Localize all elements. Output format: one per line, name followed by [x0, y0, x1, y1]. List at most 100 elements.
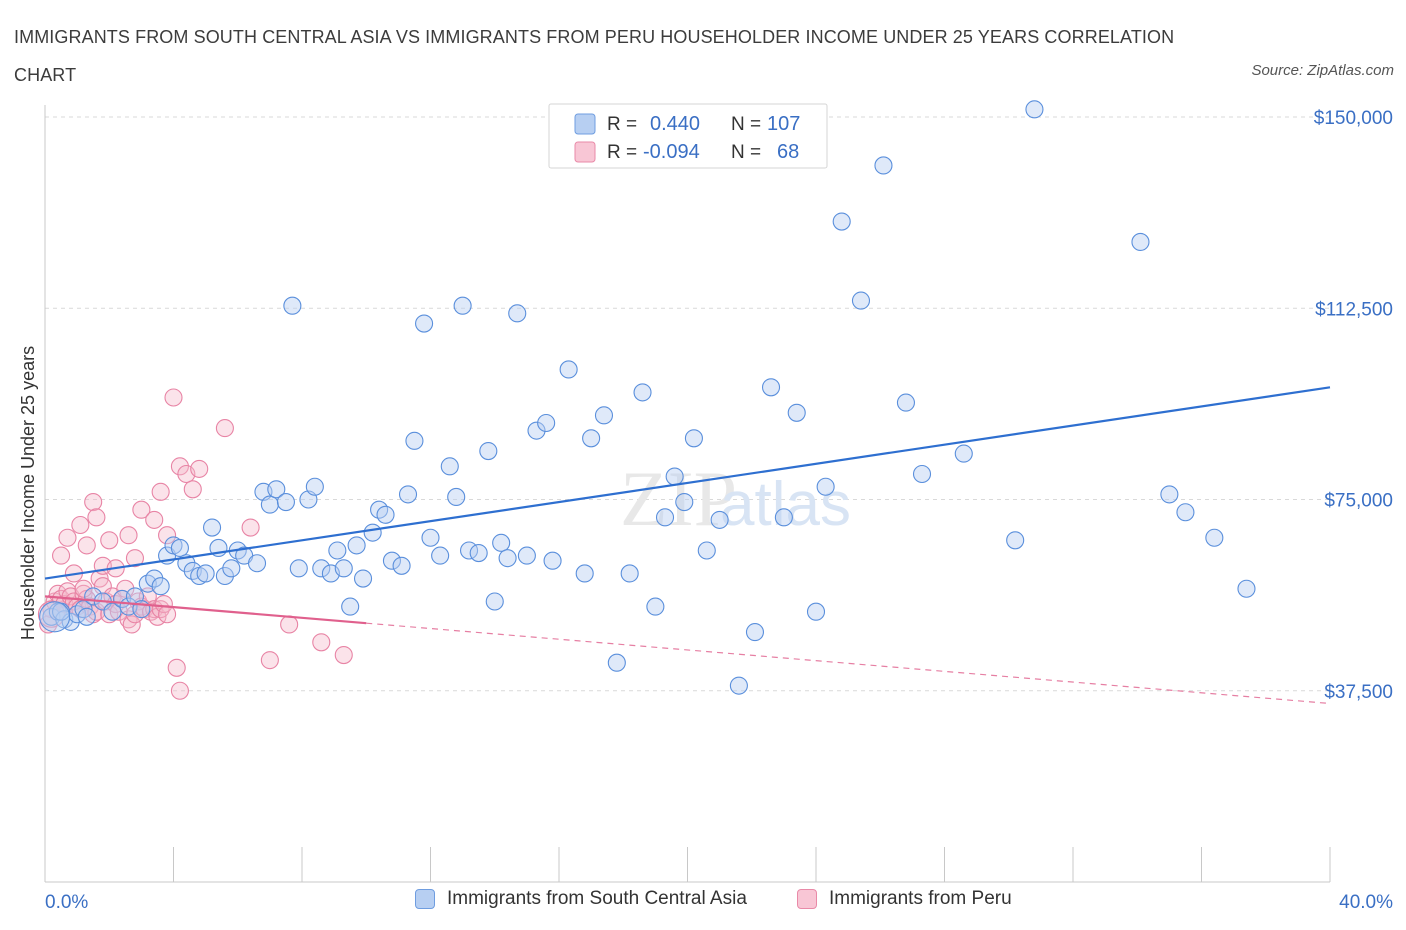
legend-box: R = 0.440 N = 107 R = -0.094 N = 68 — [548, 103, 828, 169]
point-peru — [77, 536, 96, 555]
point-south-central-asia — [1006, 531, 1025, 550]
legend-item-peru: Immigrants from Peru — [797, 888, 1012, 910]
source-label: Source: ZipAtlas.com — [1251, 62, 1394, 79]
trend-lines — [44, 386, 1331, 705]
trend-line-peru — [44, 595, 367, 625]
y-axis-label: Householder Income Under 25 years — [18, 346, 38, 640]
point-south-central-asia — [392, 556, 411, 575]
point-south-central-asia — [851, 291, 871, 310]
point-peru — [125, 549, 144, 568]
point-south-central-asia — [492, 533, 511, 552]
point-south-central-asia — [415, 314, 434, 333]
point-peru — [215, 419, 234, 438]
point-south-central-asia — [1131, 232, 1150, 251]
point-south-central-asia — [633, 383, 652, 402]
point-south-central-asia — [806, 602, 826, 621]
point-peru — [260, 651, 279, 670]
point-south-central-asia — [453, 296, 472, 315]
point-peru — [183, 480, 202, 499]
point-peru — [87, 508, 106, 527]
point-south-central-asia — [440, 457, 459, 476]
point-south-central-asia — [485, 592, 504, 611]
point-south-central-asia — [508, 304, 527, 323]
point-south-central-asia — [405, 431, 424, 450]
point-south-central-asia — [537, 413, 556, 433]
point-south-central-asia — [421, 528, 440, 547]
point-south-central-asia — [247, 554, 267, 573]
peru-points — [37, 388, 353, 700]
point-peru — [116, 579, 135, 598]
point-south-central-asia — [305, 477, 324, 496]
point-peru — [52, 546, 71, 565]
legend-swatch-blue — [574, 113, 596, 135]
x-tick-label-max: 40.0% — [1339, 892, 1393, 913]
point-south-central-asia — [145, 569, 164, 588]
point-peru — [190, 459, 209, 478]
point-south-central-asia — [39, 601, 71, 633]
point-south-central-asia — [816, 477, 835, 496]
point-south-central-asia — [655, 508, 675, 527]
point-south-central-asia — [543, 551, 562, 570]
y-tick-label: $112,500 — [1315, 299, 1393, 320]
point-south-central-asia — [431, 546, 450, 565]
point-south-central-asia — [665, 467, 684, 486]
legend-n-value-pink: 68 — [777, 141, 799, 163]
point-peru — [170, 457, 189, 476]
point-south-central-asia — [1237, 579, 1256, 598]
point-south-central-asia — [283, 296, 302, 315]
watermark-atlas: atlas — [720, 470, 851, 539]
point-south-central-asia — [774, 508, 793, 527]
point-south-central-asia — [517, 546, 536, 565]
legend-r-value-blue: 0.440 — [650, 113, 700, 135]
point-peru — [122, 615, 141, 634]
point-peru — [154, 594, 173, 614]
point-south-central-asia — [761, 378, 781, 397]
point-south-central-asia — [77, 607, 96, 626]
chart-title: IMMIGRANTS FROM SOUTH CENTRAL ASIA VS IM… — [14, 27, 1175, 85]
point-peru — [74, 579, 93, 598]
point-south-central-asia — [912, 464, 932, 484]
point-south-central-asia — [498, 549, 517, 568]
point-south-central-asia — [341, 597, 360, 616]
point-south-central-asia — [328, 541, 347, 560]
point-south-central-asia — [151, 577, 170, 596]
point-peru — [100, 531, 119, 550]
point-south-central-asia — [276, 492, 295, 512]
point-south-central-asia — [582, 429, 601, 448]
point-south-central-asia — [527, 421, 546, 440]
point-south-central-asia — [1176, 503, 1195, 522]
y-tick-label: $37,500 — [1324, 682, 1393, 703]
tick-labels: $37,500 $75,000 $112,500 $150,000 0.0% 40.0% — [45, 108, 1393, 913]
south-central-asia-points — [39, 100, 1256, 695]
point-peru — [312, 633, 331, 652]
point-peru — [158, 605, 177, 624]
legend-n-label-blue: N = — [731, 114, 761, 135]
point-south-central-asia — [479, 441, 498, 461]
point-south-central-asia — [170, 538, 189, 558]
point-south-central-asia — [260, 495, 279, 514]
point-south-central-asia — [646, 597, 665, 616]
trend-line-south-central-asia — [44, 386, 1331, 580]
point-peru — [151, 482, 170, 501]
point-south-central-asia — [347, 536, 366, 555]
y-tick-label: $75,000 — [1324, 491, 1393, 512]
point-south-central-asia — [1160, 485, 1179, 504]
point-south-central-asia — [729, 676, 748, 695]
legend-swatch-blue-bottom — [415, 889, 435, 909]
point-south-central-asia — [382, 551, 402, 570]
point-south-central-asia — [620, 564, 639, 583]
point-peru — [167, 658, 186, 677]
point-south-central-asia — [203, 518, 222, 537]
point-south-central-asia — [874, 156, 893, 175]
point-south-central-asia — [594, 406, 614, 425]
point-peru — [241, 518, 260, 537]
point-south-central-asia — [469, 543, 488, 563]
point-south-central-asia — [196, 564, 215, 583]
point-south-central-asia — [334, 559, 353, 578]
legend-n-label-pink: N = — [731, 142, 761, 163]
legend-swatch-pink — [574, 141, 596, 163]
point-peru — [158, 526, 177, 545]
point-south-central-asia — [215, 566, 234, 586]
point-south-central-asia — [710, 510, 729, 529]
point-south-central-asia — [353, 569, 373, 588]
